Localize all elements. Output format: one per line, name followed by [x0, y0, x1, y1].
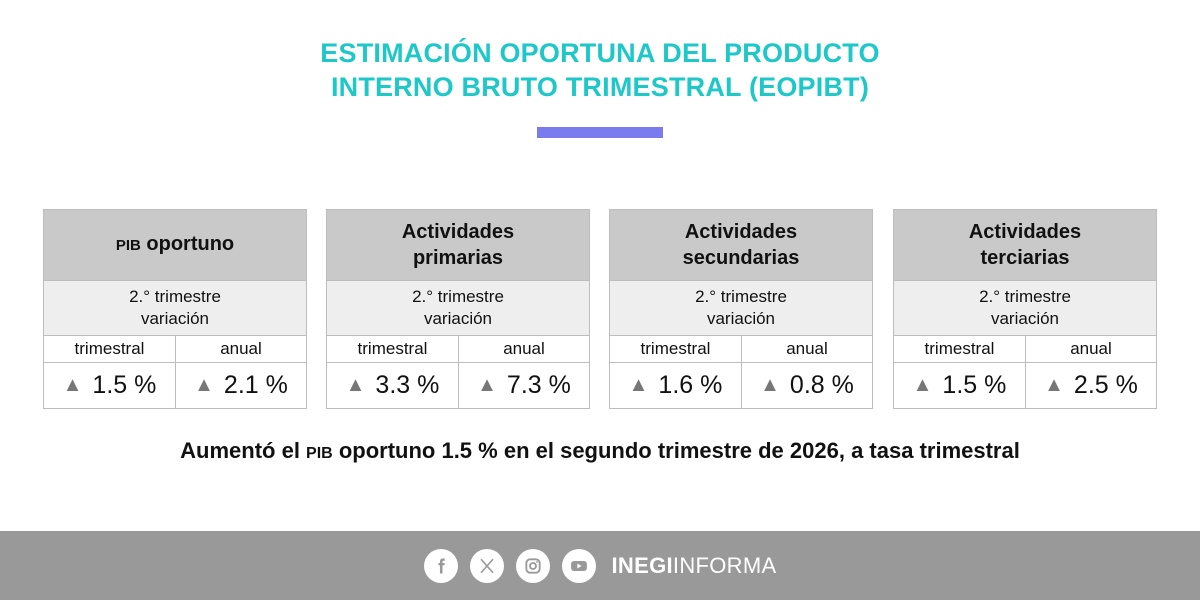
up-arrow-icon: ▲: [912, 374, 933, 396]
instagram-icon[interactable]: [515, 548, 550, 583]
up-arrow-icon: ▲: [477, 374, 497, 396]
card-period-label: 2.° trimestre: [412, 287, 504, 306]
page-title: ESTIMACIÓN OPORTUNA DEL PRODUCTO INTERNO…: [0, 36, 1200, 104]
value-text: 3.3 %: [375, 371, 440, 399]
up-arrow-icon: ▲: [760, 374, 780, 396]
up-arrow-icon: ▲: [628, 374, 649, 396]
col-anual-label: anual: [1025, 336, 1156, 362]
card-title: oportuno: [146, 233, 235, 255]
card-period-label: 2.° trimestre: [979, 287, 1071, 306]
x-icon[interactable]: [469, 548, 504, 583]
card-values: ▲ 1.5 % ▲ 2.1 %: [44, 362, 306, 408]
card-header: PIB oportuno: [44, 210, 306, 280]
value-text: 2.1 %: [223, 371, 288, 399]
card-period-sub: variación: [990, 309, 1060, 328]
value-trimestral: ▲ 1.5 %: [894, 363, 1025, 408]
title-line-2: INTERNO BRUTO TRIMESTRAL (EOPIBT): [330, 72, 870, 102]
col-trimestral-label: trimestral: [357, 339, 428, 358]
card-column-headers: trimestral anual: [610, 335, 872, 362]
headline-part-2: oportuno 1.5 % en el segundo trimestre d…: [332, 438, 1020, 463]
card-period-sub: variación: [423, 309, 493, 328]
card-title-line-2: primarias: [412, 247, 504, 269]
accent-bar: [537, 127, 663, 138]
value-trimestral: ▲ 1.6 %: [610, 363, 741, 408]
card-pib-oportuno: PIB oportuno 2.° trimestre variación tri…: [43, 209, 307, 409]
headline-pib: PIB: [306, 445, 333, 462]
card-column-headers: trimestral anual: [894, 335, 1156, 362]
card-column-headers: trimestral anual: [44, 335, 306, 362]
value-trimestral: ▲ 1.5 %: [44, 363, 175, 408]
card-values: ▲ 3.3 % ▲ 7.3 %: [327, 362, 589, 408]
card-actividades-secundarias: Actividades secundarias 2.° trimestre va…: [609, 209, 873, 409]
col-anual-label: anual: [741, 336, 872, 362]
card-period-sub: variación: [706, 309, 776, 328]
up-arrow-icon: ▲: [345, 374, 366, 396]
card-period-label: 2.° trimestre: [695, 287, 787, 306]
card-title-line: PIB oportuno: [116, 231, 234, 259]
value-text: 7.3 %: [506, 371, 571, 399]
card-title-prefix: PIB: [115, 237, 141, 254]
value-trimestral: ▲ 3.3 %: [327, 363, 458, 408]
up-arrow-icon: ▲: [194, 374, 214, 396]
up-arrow-icon: ▲: [62, 374, 83, 396]
brand-light: INFORMA: [672, 552, 777, 578]
card-period: 2.° trimestre variación: [894, 280, 1156, 335]
value-text: 1.5 %: [92, 371, 157, 399]
col-anual-label: anual: [458, 336, 589, 362]
card-title-line-1: Actividades: [401, 221, 515, 243]
col-anual-label: anual: [175, 336, 306, 362]
card-actividades-primarias: Actividades primarias 2.° trimestre vari…: [326, 209, 590, 409]
card-values: ▲ 1.5 % ▲ 2.5 %: [894, 362, 1156, 408]
title-line-1: ESTIMACIÓN OPORTUNA DEL PRODUCTO: [320, 38, 880, 68]
card-title-line-1: Actividades: [968, 221, 1082, 243]
value-anual: ▲ 7.3 %: [458, 363, 589, 408]
value-text: 2.5 %: [1073, 371, 1138, 399]
footer-bar: INEGIINFORMA: [0, 531, 1200, 600]
value-text: 1.5 %: [942, 371, 1007, 399]
card-period-label: 2.° trimestre: [129, 287, 221, 306]
card-period: 2.° trimestre variación: [327, 280, 589, 335]
card-column-headers: trimestral anual: [327, 335, 589, 362]
card-header: Actividades primarias: [327, 210, 589, 280]
card-period: 2.° trimestre variación: [610, 280, 872, 335]
value-text: 0.8 %: [789, 371, 854, 399]
value-anual: ▲ 2.5 %: [1025, 363, 1156, 408]
card-header: Actividades secundarias: [610, 210, 872, 280]
col-trimestral-label: trimestral: [640, 339, 711, 358]
col-trimestral-label: trimestral: [924, 339, 995, 358]
facebook-icon[interactable]: [423, 548, 458, 583]
brand-bold: INEGI: [611, 552, 673, 578]
card-actividades-terciarias: Actividades terciarias 2.° trimestre var…: [893, 209, 1157, 409]
brand-name: INEGIINFORMA: [612, 553, 777, 579]
card-title-line-2: secundarias: [682, 247, 800, 269]
card-title-line-1: Actividades: [684, 221, 798, 243]
value-anual: ▲ 0.8 %: [741, 363, 872, 408]
value-anual: ▲ 2.1 %: [175, 363, 306, 408]
up-arrow-icon: ▲: [1044, 374, 1064, 396]
value-text: 1.6 %: [658, 371, 723, 399]
headline: Aumentó el PIB oportuno 1.5 % en el segu…: [0, 438, 1200, 464]
card-title-line-2: terciarias: [980, 247, 1070, 269]
card-period-sub: variación: [140, 309, 210, 328]
col-trimestral-label: trimestral: [74, 339, 145, 358]
card-values: ▲ 1.6 % ▲ 0.8 %: [610, 362, 872, 408]
card-header: Actividades terciarias: [894, 210, 1156, 280]
headline-part-1: Aumentó el: [180, 438, 307, 463]
youtube-icon[interactable]: [561, 548, 596, 583]
card-period: 2.° trimestre variación: [44, 280, 306, 335]
